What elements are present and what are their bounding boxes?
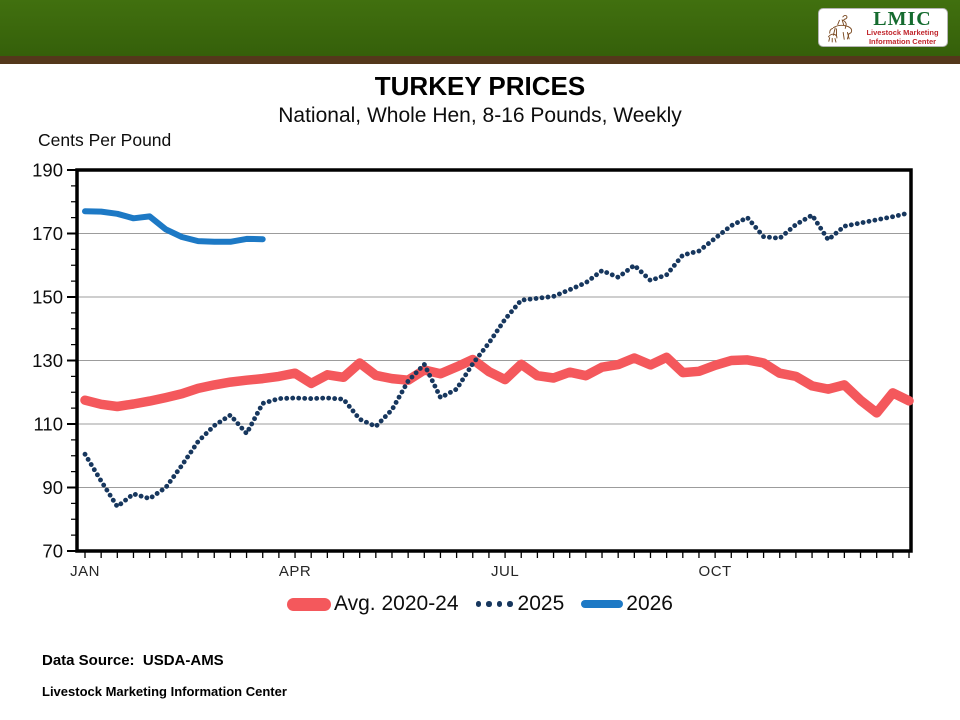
footer-org-note: Livestock Marketing Information Center bbox=[42, 684, 287, 699]
legend-label-2025: 2025 bbox=[517, 592, 565, 615]
logo-text: LMIC Livestock Marketing Information Cen… bbox=[863, 9, 942, 46]
series-2026 bbox=[82, 208, 266, 245]
y-axis: 70 90 110 130 150 170 190 bbox=[32, 160, 77, 562]
legend-swatch-avg-2020-24 bbox=[287, 597, 331, 611]
x-axis: JAN APR JUL OCT bbox=[70, 551, 910, 580]
y-tick-label: 130 bbox=[32, 350, 63, 371]
header-stripe bbox=[0, 56, 960, 64]
legend-item-2026: 2026 bbox=[581, 592, 673, 616]
y-tick-label: 70 bbox=[42, 541, 63, 562]
chart-legend: Avg. 2020-24 2025 2026 bbox=[0, 592, 960, 616]
y-tick-label: 90 bbox=[42, 477, 63, 498]
y-axis-unit-label: Cents Per Pound bbox=[38, 130, 172, 150]
legend-item-2025: 2025 bbox=[475, 592, 565, 616]
gridlines bbox=[77, 233, 911, 488]
legend-item-avg-2020-24: Avg. 2020-24 bbox=[287, 592, 459, 616]
data-source-note: Data Source: USDA-AMS bbox=[42, 652, 224, 669]
y-tick-label: 190 bbox=[32, 160, 63, 181]
y-tick-label: 110 bbox=[34, 414, 64, 435]
logo-caption-line2: Information Center bbox=[868, 36, 937, 46]
page-subtitle: National, Whole Hen, 8-16 Pounds, Weekly bbox=[278, 104, 682, 127]
page-title: TURKEY PRICES bbox=[374, 71, 586, 101]
logo-caption-line1: Livestock Marketing bbox=[866, 28, 939, 37]
y-tick-label: 150 bbox=[32, 287, 63, 308]
header-bar bbox=[0, 0, 960, 56]
legend-swatch-2025 bbox=[475, 601, 513, 607]
legend-swatch-2026 bbox=[581, 600, 624, 608]
x-tick-label: APR bbox=[279, 563, 311, 580]
livestock-sketch-icon bbox=[824, 11, 860, 45]
x-tick-label: OCT bbox=[699, 563, 732, 580]
x-tick-label: JUL bbox=[491, 563, 519, 580]
legend-label-2026: 2026 bbox=[626, 592, 673, 615]
series-2025 bbox=[82, 210, 912, 510]
y-tick-label: 170 bbox=[32, 223, 63, 244]
x-tick-label: JAN bbox=[70, 563, 100, 580]
lmic-logo: LMIC Livestock Marketing Information Cen… bbox=[818, 8, 948, 47]
series-avg-2020-24 bbox=[80, 352, 914, 418]
legend-label-avg-2020-24: Avg. 2020-24 bbox=[334, 592, 459, 615]
logo-acronym: LMIC bbox=[873, 8, 932, 30]
